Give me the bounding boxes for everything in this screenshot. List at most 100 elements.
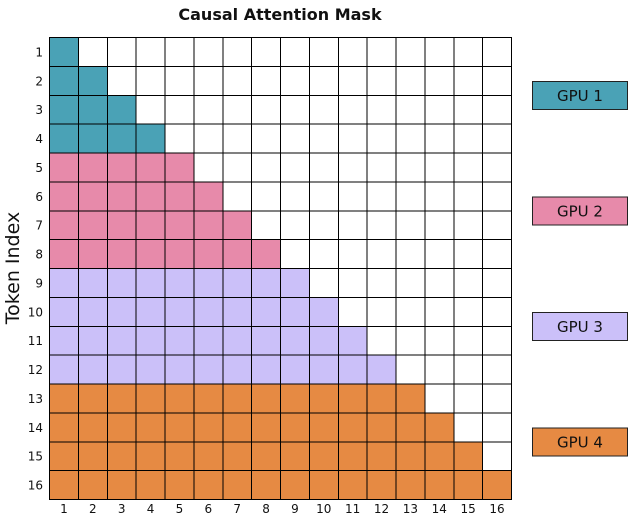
mask-cell-masked — [308, 181, 339, 212]
mask-cell-attend — [251, 239, 282, 270]
y-tick-label: 16 — [28, 479, 43, 493]
y-tick-label: 13 — [28, 392, 43, 406]
mask-cell-masked — [251, 210, 282, 241]
mask-cell-masked — [251, 181, 282, 212]
mask-cell-masked — [482, 152, 513, 183]
mask-cell-masked — [337, 37, 368, 67]
mask-cell-attend — [49, 383, 79, 414]
mask-cell-attend — [366, 383, 397, 414]
mask-cell-masked — [424, 296, 455, 327]
x-tick-label: 4 — [147, 502, 155, 516]
mask-cell-attend — [106, 210, 137, 241]
mask-cell-attend — [49, 210, 79, 241]
mask-cell-masked — [453, 94, 484, 125]
mask-cell-masked — [366, 296, 397, 327]
mask-cell-masked — [337, 181, 368, 212]
mask-cell-masked — [482, 210, 513, 241]
mask-cell-masked — [453, 268, 484, 298]
mask-cell-masked — [135, 65, 166, 96]
mask-cell-attend — [135, 152, 166, 183]
mask-cell-attend — [308, 412, 339, 443]
mask-cell-attend — [77, 354, 108, 385]
mask-cell-masked — [193, 65, 224, 96]
mask-cell-masked — [482, 325, 513, 356]
mask-cell-masked — [106, 65, 137, 96]
mask-cell-attend — [49, 296, 79, 327]
x-tick-label: 2 — [89, 502, 97, 516]
mask-cell-masked — [337, 123, 368, 154]
mask-cell-masked — [482, 268, 513, 298]
mask-cell-masked — [308, 94, 339, 125]
mask-cell-attend — [280, 296, 310, 327]
mask-cell-attend — [222, 354, 253, 385]
y-axis-label: Token Index — [2, 212, 24, 325]
mask-cell-attend — [135, 239, 166, 270]
mask-cell-attend — [135, 470, 166, 501]
mask-cell-masked — [366, 94, 397, 125]
mask-cell-masked — [366, 181, 397, 212]
mask-cell-attend — [77, 412, 108, 443]
mask-cell-attend — [453, 470, 484, 501]
mask-cell-attend — [308, 296, 339, 327]
mask-cell-masked — [280, 94, 310, 125]
mask-cell-attend — [135, 181, 166, 212]
mask-cell-masked — [308, 123, 339, 154]
mask-cell-masked — [308, 268, 339, 298]
mask-cell-attend — [49, 123, 79, 154]
mask-cell-attend — [308, 325, 339, 356]
mask-cell-masked — [366, 123, 397, 154]
mask-cell-attend — [77, 441, 108, 472]
mask-cell-masked — [164, 65, 195, 96]
legend-label: GPU 1 — [557, 87, 603, 105]
y-tick-label: 5 — [35, 161, 43, 175]
mask-cell-masked — [482, 296, 513, 327]
mask-cell-attend — [251, 412, 282, 443]
mask-cell-attend — [77, 123, 108, 154]
mask-cell-attend — [193, 181, 224, 212]
mask-cell-attend — [337, 441, 368, 472]
mask-cell-attend — [135, 296, 166, 327]
mask-cell-masked — [222, 123, 253, 154]
mask-cell-attend — [251, 354, 282, 385]
mask-cell-attend — [164, 470, 195, 501]
mask-cell-attend — [49, 412, 79, 443]
mask-cell-attend — [308, 441, 339, 472]
mask-cell-masked — [453, 123, 484, 154]
mask-cell-attend — [280, 470, 310, 501]
mask-cell-masked — [395, 296, 426, 327]
mask-cell-masked — [424, 181, 455, 212]
mask-cell-attend — [77, 239, 108, 270]
mask-cell-attend — [135, 268, 166, 298]
mask-cell-masked — [337, 296, 368, 327]
mask-cell-masked — [424, 94, 455, 125]
mask-cell-masked — [308, 152, 339, 183]
mask-cell-attend — [251, 268, 282, 298]
mask-cell-masked — [280, 65, 310, 96]
mask-cell-attend — [49, 325, 79, 356]
mask-cell-attend — [251, 470, 282, 501]
mask-cell-attend — [164, 268, 195, 298]
mask-cell-masked — [453, 239, 484, 270]
mask-cell-attend — [135, 412, 166, 443]
mask-cell-attend — [135, 354, 166, 385]
mask-cell-attend — [453, 441, 484, 472]
y-tick-label: 12 — [28, 363, 43, 377]
legend-swatch — [532, 80, 628, 110]
mask-cell-masked — [337, 210, 368, 241]
mask-cell-attend — [251, 296, 282, 327]
x-tick-label: 8 — [262, 502, 270, 516]
mask-cell-attend — [193, 383, 224, 414]
mask-cell-attend — [106, 181, 137, 212]
mask-cell-masked — [482, 239, 513, 270]
mask-cell-masked — [395, 268, 426, 298]
mask-cell-attend — [49, 239, 79, 270]
mask-cell-masked — [251, 152, 282, 183]
mask-cell-attend — [395, 441, 426, 472]
legend-swatch — [532, 196, 628, 226]
mask-cell-attend — [77, 152, 108, 183]
mask-cell-masked — [395, 325, 426, 356]
mask-cell-masked — [482, 412, 513, 443]
mask-cell-attend — [308, 354, 339, 385]
mask-cell-attend — [395, 383, 426, 414]
